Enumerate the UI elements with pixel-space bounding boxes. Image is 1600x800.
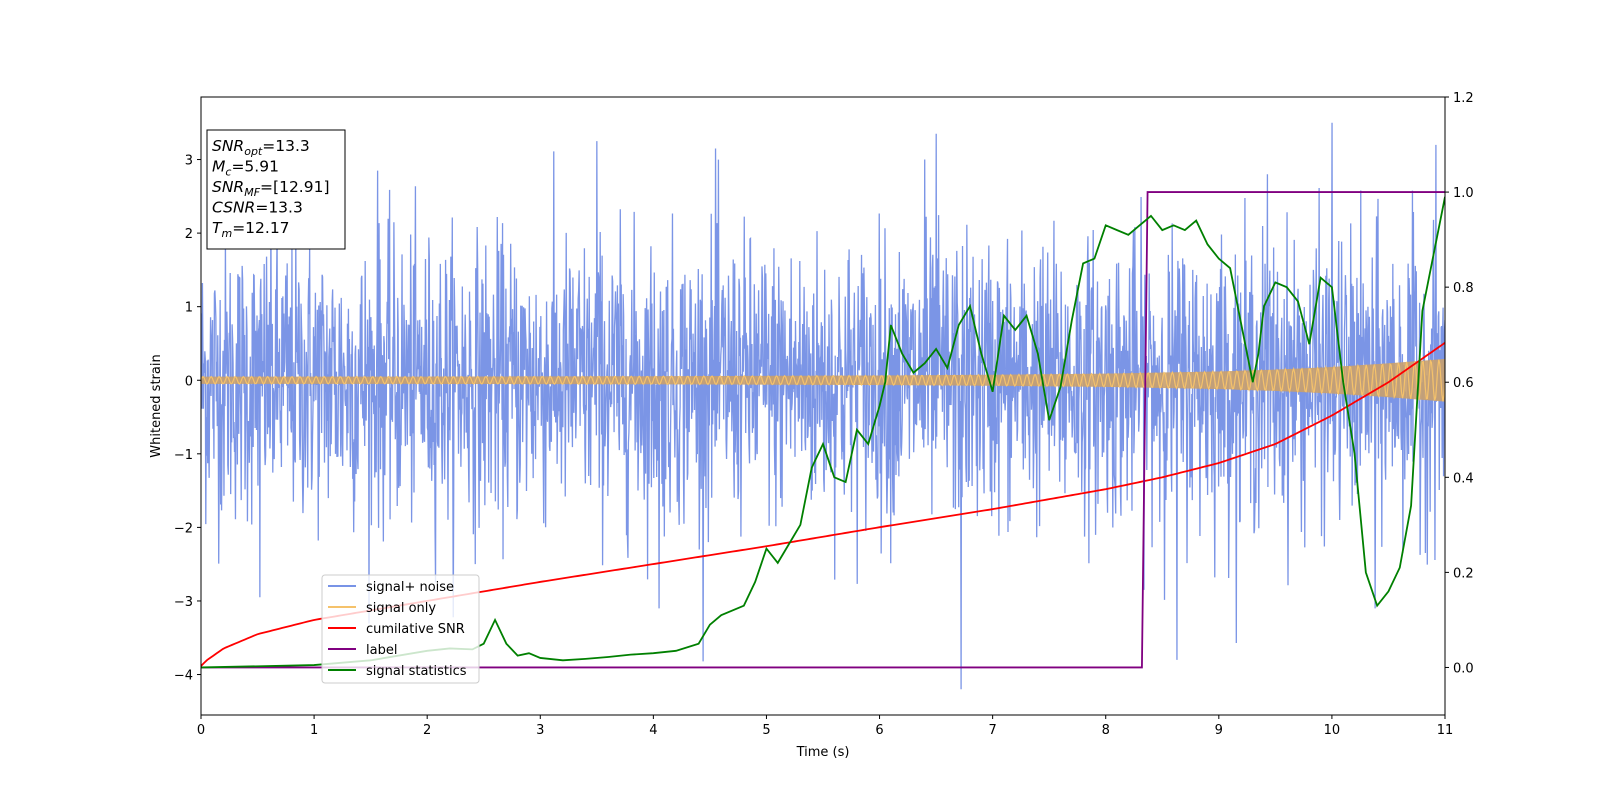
legend-frame bbox=[321, 574, 480, 684]
y-tick-label: 1 bbox=[185, 301, 193, 316]
y2-tick-label: 0.2 bbox=[1453, 566, 1474, 581]
annotation-line-snr-opt: SNRopt=13.3 bbox=[212, 137, 310, 158]
x-tick-label: 3 bbox=[536, 723, 544, 738]
annotation-box: SNRopt=13.3Mc=5.91SNRMF=[12.91]CSNR=13.3… bbox=[206, 129, 346, 250]
y2-tick-label: 1.0 bbox=[1453, 186, 1474, 201]
legend-label-text: label bbox=[366, 643, 397, 658]
y-tick-label: 2 bbox=[185, 227, 193, 242]
y-tick-label: −3 bbox=[174, 595, 193, 610]
y2-tick-label: 0.4 bbox=[1453, 471, 1474, 486]
x-tick-label: 9 bbox=[1215, 723, 1223, 738]
series-signal-statistics-line bbox=[201, 196, 1445, 669]
x-tick-label: 0 bbox=[197, 723, 205, 738]
x-tick-label: 1 bbox=[310, 723, 318, 738]
x-tick-label: 10 bbox=[1324, 723, 1341, 738]
legend-signal-statistics-text: signal statistics bbox=[366, 664, 467, 679]
annotation-line-tm: Tm=12.17 bbox=[212, 219, 290, 240]
annotation-box-frame bbox=[206, 129, 346, 250]
series-label-line bbox=[201, 191, 1445, 669]
x-tick-label: 6 bbox=[875, 723, 883, 738]
annotation-line-snr-mf: SNRMF=[12.91] bbox=[212, 178, 330, 199]
y-axis-title: Whitened strain bbox=[149, 354, 164, 457]
x-axis-title: Time (s) bbox=[796, 745, 850, 760]
annotation-line-csnr: CSNR=13.3 bbox=[212, 199, 303, 217]
y-tick-label: 3 bbox=[185, 154, 193, 169]
y2-tick-label: 0.0 bbox=[1453, 661, 1474, 676]
axes-frame bbox=[200, 96, 1446, 716]
x-tick-label: 5 bbox=[762, 723, 770, 738]
legend-signal-noise-text: signal+ noise bbox=[366, 580, 454, 595]
legend-cumulative-snr-text: cumilative SNR bbox=[366, 622, 465, 637]
axes: 0 1 2 3 4 5 6 7 8 9 10 11 −4 −3 −2 −1 0 1 2 3 0.0 0.2 0.4 0.6 0.… bbox=[149, 91, 1474, 760]
y-tick-label: −2 bbox=[174, 521, 193, 536]
annotation-line-mc: Mc=5.91 bbox=[212, 158, 279, 179]
y2-tick-label: 1.2 bbox=[1453, 91, 1474, 106]
x-tick-label: 7 bbox=[988, 723, 996, 738]
x-tick-label: 8 bbox=[1102, 723, 1110, 738]
y-tick-label: −4 bbox=[174, 669, 193, 684]
legend: signal+ noise signal only cumilative SNR la… bbox=[321, 574, 480, 684]
x-tick-label: 2 bbox=[423, 723, 431, 738]
series-signal-only-line bbox=[201, 359, 1445, 402]
y-tick-label: −1 bbox=[174, 448, 193, 463]
legend-signal-only-text: signal only bbox=[366, 601, 436, 616]
y2-tick-label: 0.8 bbox=[1453, 281, 1474, 296]
x-tick-label: 11 bbox=[1437, 723, 1454, 738]
x-tick-label: 4 bbox=[649, 723, 657, 738]
y-tick-label: 0 bbox=[185, 374, 193, 389]
y2-tick-label: 0.6 bbox=[1453, 376, 1474, 391]
